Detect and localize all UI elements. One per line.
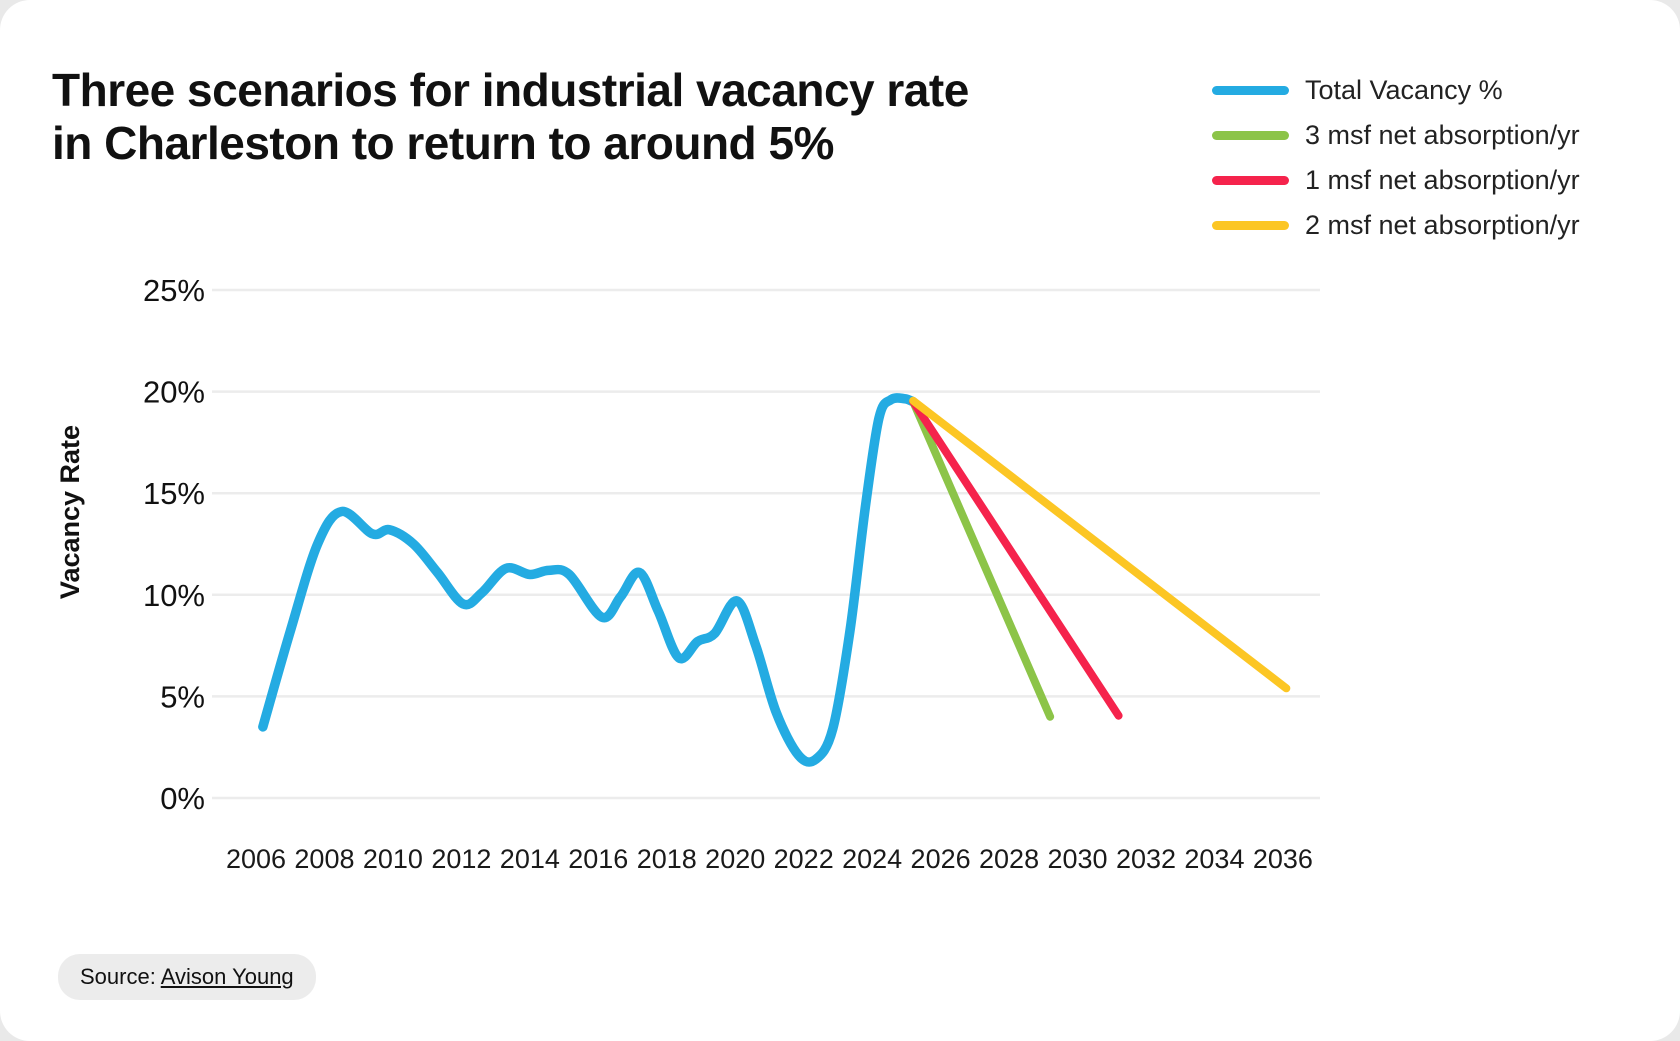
legend-item-total-vacancy: Total Vacancy % [1212,74,1580,107]
x-axis-tick-label: 2006 [226,844,286,874]
legend-swatch-3msf [1212,131,1289,140]
x-axis-tick-label: 2014 [500,844,560,874]
y-axis-tick-label: 25% [143,273,205,308]
y-axis-tick-label: 0% [160,781,205,816]
x-axis-tick-label: 2016 [568,844,628,874]
x-axis-tick-label: 2010 [363,844,423,874]
legend-swatch-total-vacancy [1212,86,1289,95]
legend-label: 2 msf net absorption/yr [1305,210,1580,240]
series-line-1 [909,397,1055,721]
legend-swatch-2msf [1212,221,1289,230]
x-axis-tick-label: 2030 [1047,844,1107,874]
page-title-line1: Three scenarios for industrial vacancy r… [52,64,969,116]
y-axis-tick-label: 20% [143,375,205,410]
source-badge: Source: Avison Young [58,954,316,1000]
x-axis-tick-label: 2028 [979,844,1039,874]
x-axis-tick-label: 2032 [1116,844,1176,874]
x-axis-tick-label: 2008 [294,844,354,874]
legend-item-2msf: 2 msf net absorption/yr [1212,209,1580,242]
series-line-0 [258,393,918,767]
x-axis-tick-label: 2026 [911,844,971,874]
x-axis-tick-label: 2034 [1184,844,1244,874]
legend-label: 3 msf net absorption/yr [1305,120,1580,150]
page-title: Three scenarios for industrial vacancy r… [52,64,969,170]
series-line-2 [909,397,1123,720]
x-axis-tick-label: 2022 [774,844,834,874]
y-axis-tick-label: 5% [160,679,205,714]
y-axis-title: Vacancy Rate [55,425,85,599]
y-axis-tick-label: 10% [143,578,205,613]
x-axis-tick-label: 2012 [431,844,491,874]
legend-item-3msf: 3 msf net absorption/yr [1212,119,1580,152]
legend-label: 1 msf net absorption/yr [1305,165,1580,195]
y-axis-tick-label: 15% [143,476,205,511]
chart-legend: Total Vacancy % 3 msf net absorption/yr … [1212,74,1580,242]
x-axis-tick-label: 2018 [637,844,697,874]
legend-swatch-1msf [1212,176,1289,185]
source-link[interactable]: Avison Young [160,964,294,989]
legend-item-1msf: 1 msf net absorption/yr [1212,164,1580,197]
series-line-3 [909,396,1291,693]
x-axis-tick-label: 2036 [1253,844,1313,874]
legend-label: Total Vacancy % [1305,75,1503,105]
x-axis-tick-label: 2020 [705,844,765,874]
source-prefix: Source: [80,964,161,989]
x-axis-tick-label: 2024 [842,844,902,874]
page-title-line2: in Charleston to return to around 5% [52,117,834,169]
